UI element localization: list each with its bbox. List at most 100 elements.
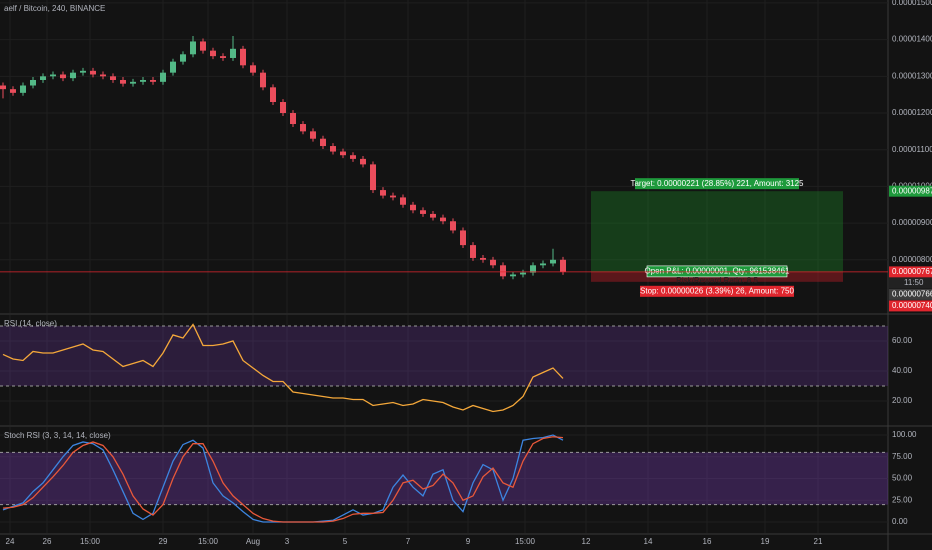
candle-body [270,87,276,103]
y-tick-label: 0.00001300 [892,71,932,80]
label-box [635,178,799,190]
candle-body [300,124,306,132]
band-fill [0,325,888,386]
y-tick-label: 0.00 [892,517,908,526]
candle-body [260,72,266,88]
candle-body [160,72,166,82]
pane-title: RSI (14, close) [4,319,57,328]
candle-body [220,56,226,58]
y-tick-label: 50.00 [892,474,913,483]
candle-body [70,72,76,79]
x-tick-label: 15:00 [80,537,101,546]
countdown: 11:50 [904,278,924,287]
y-tick-label: 75.00 [892,452,913,461]
x-tick-label: 14 [644,537,653,546]
y-tick-label: 40.00 [892,366,913,375]
price-label-box [889,185,932,197]
candle-body [170,61,176,73]
candle-body [310,131,316,139]
y-tick-label: 20.00 [892,396,913,405]
candle-body [500,265,506,277]
candle-body [330,146,336,152]
candle-body [30,79,36,86]
candle-body [530,265,536,273]
candle-body [390,195,396,198]
candle-body [50,74,56,77]
x-tick-label: 29 [159,537,168,546]
label-box [640,285,794,297]
candle-body [130,81,136,84]
candle-body [80,70,86,73]
indicator-line [2,436,564,523]
price-label-box [889,266,932,278]
candle-body [320,138,326,147]
candle-body [240,48,246,66]
candle-body [460,230,466,246]
price-label: 0.00000740 [892,301,932,310]
candle-body [140,79,146,82]
candle-body [370,164,376,191]
x-tick-label: 3 [285,537,290,546]
candle-body [230,48,236,58]
candle-body [520,272,526,275]
pane-title: Stoch RSI (3, 3, 14, 14, close) [4,431,111,440]
candle-body [280,102,286,114]
x-tick-label: 16 [703,537,712,546]
candle-body [0,85,6,90]
candle-body [440,217,446,222]
label-box [646,265,788,278]
candle-body [410,204,416,211]
countdown-box [889,277,932,289]
candle-body [10,89,16,93]
stop-label: Stop: 0.00000026 (3.39%) 26, Amount: 750 [640,286,794,295]
y-tick-label: 100.00 [892,430,917,439]
price-label: 0.00000766 [892,290,932,299]
x-tick-label: 5 [343,537,348,546]
candle-body [510,274,516,277]
x-tick-label: 19 [761,537,770,546]
candle-body [400,197,406,205]
price-label-box [889,300,932,312]
candle-body [210,50,216,57]
candle-body [540,263,546,266]
candle-body [120,79,126,84]
candle-body [190,41,196,55]
candle-body [430,213,436,218]
price-label-box [889,288,932,300]
x-tick-label: 24 [6,537,15,546]
y-tick-label: 0.00001200 [892,108,932,117]
candle-body [110,76,116,80]
x-tick-label: 26 [43,537,52,546]
candle-body [290,113,296,125]
x-tick-label: 7 [406,537,411,546]
candle-body [180,54,186,62]
candle-body [550,259,556,264]
candle-body [480,257,486,260]
candle-body [90,70,96,75]
candle-body [100,74,106,77]
candle-body [470,245,476,258]
candle-body [450,221,456,231]
pane-title: aelf / Bitcoin, 240, BINANCE [4,4,105,13]
candle-body [360,158,366,165]
candle-body [420,210,426,214]
y-tick-label: 60.00 [892,336,913,345]
x-tick-label: Aug [246,537,260,546]
y-tick-label: 0.00000800 [892,255,932,264]
candle-body [560,259,566,272]
x-tick-label: 15:00 [198,537,219,546]
y-tick-label: 0.00000900 [892,218,932,227]
x-tick-label: 21 [814,537,823,546]
indicator-line [2,323,564,413]
candle-body [200,41,206,51]
target-label: Target: 0.00000221 (28.85%) 221, Amount:… [630,179,804,188]
pnl-label: Open P&L: 0.00000001, Qty: 961538461 [644,267,790,276]
x-tick-label: 12 [582,537,591,546]
candle-body [350,155,356,159]
candle-body [250,65,256,73]
x-tick-label: 9 [466,537,471,546]
y-tick-label: 0.00001400 [892,35,932,44]
y-tick-label: 25.00 [892,495,913,504]
candle-body [40,76,46,80]
